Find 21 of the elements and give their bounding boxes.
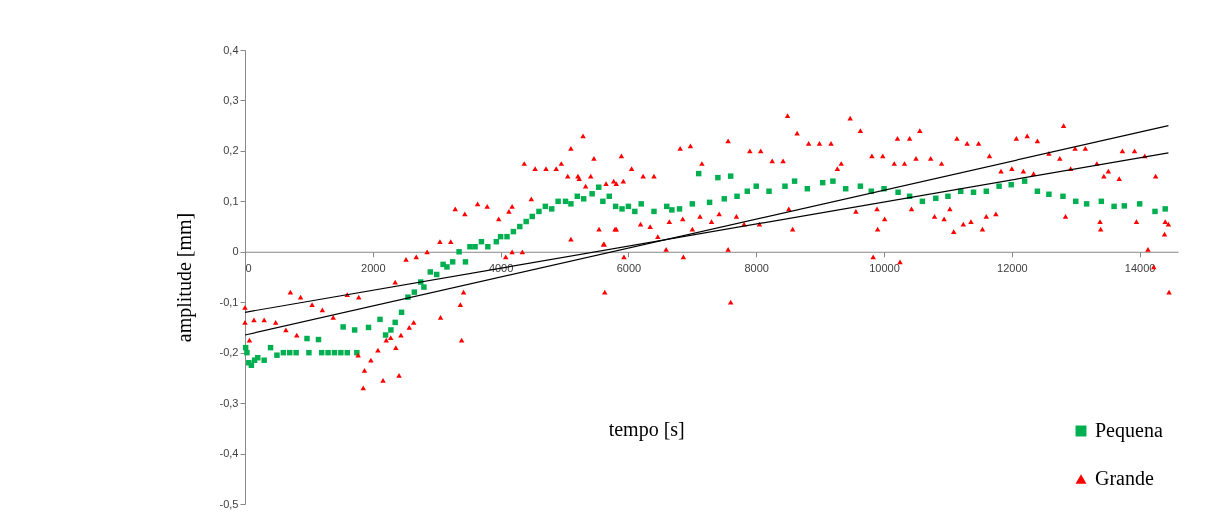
- x-tick-label: 2000: [361, 262, 386, 275]
- y-tick-label: -0,1: [219, 295, 239, 308]
- y-tick-label: -0,5: [219, 497, 239, 510]
- y-tick-label: 0,1: [223, 194, 239, 207]
- x-tick-label: 8000: [744, 262, 769, 275]
- legend-label: Grande: [1095, 467, 1154, 489]
- x-tick-label: 6000: [616, 262, 642, 275]
- y-tick-label: 0: [232, 245, 239, 258]
- x-tick-label: 12000: [997, 262, 1028, 275]
- y-axis-title: amplitude [mm]: [172, 212, 196, 343]
- x-axis-title: tempo [s]: [608, 418, 685, 442]
- y-tick-label: -0,2: [219, 346, 239, 359]
- y-tick-label: -0,3: [219, 396, 239, 409]
- y-tick-label: 0,2: [223, 144, 239, 157]
- y-tick-label: 0,3: [223, 93, 239, 106]
- x-tick-label: 0: [245, 262, 252, 275]
- y-tick-label: -0,4: [219, 447, 239, 460]
- legend-label: Pequena: [1095, 419, 1163, 442]
- x-tick-label: 10000: [869, 262, 900, 275]
- y-tick-label: 0,4: [223, 43, 239, 56]
- x-tick-label: 14000: [1124, 262, 1156, 275]
